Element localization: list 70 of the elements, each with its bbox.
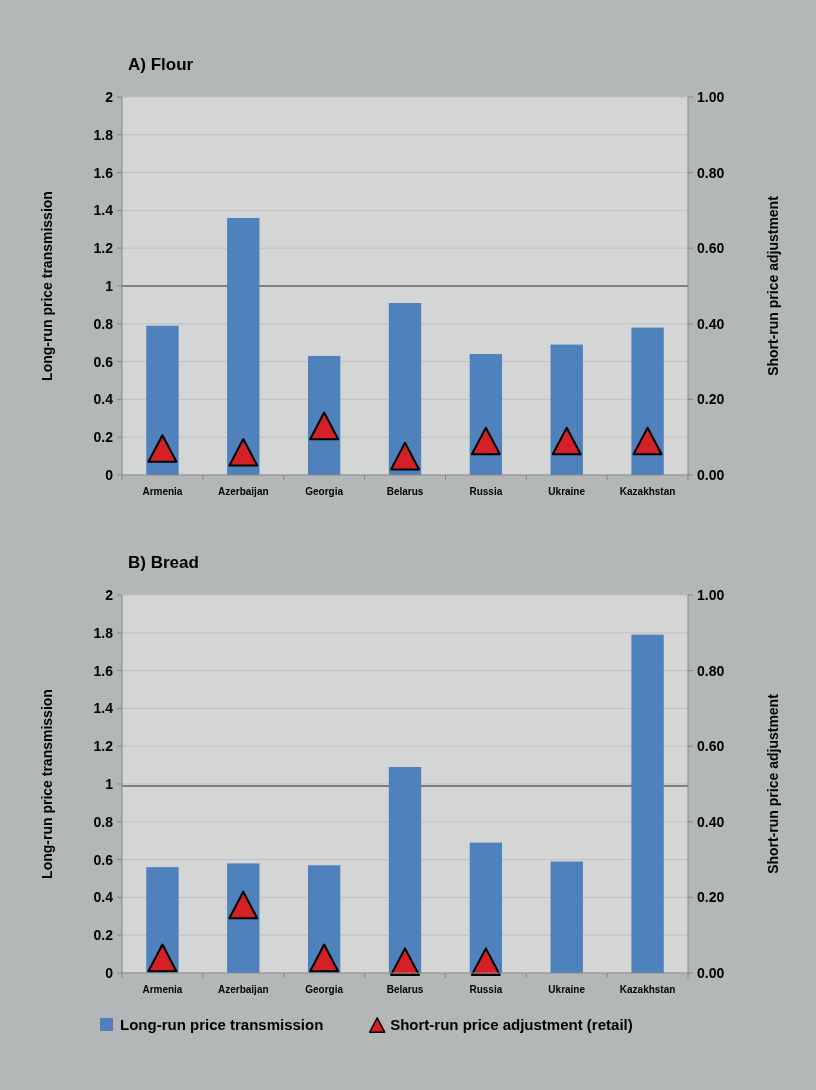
y-tick-label: 0	[105, 466, 114, 483]
y-tick-label: 1	[105, 277, 114, 294]
y-tick-label: 0.2	[93, 429, 114, 446]
y-tick-label: 1.8	[93, 126, 114, 143]
legend-label: Short-run price adjustment (retail)	[390, 1016, 633, 1034]
y-tick-label: 0.6	[93, 851, 114, 868]
x-tick-label: Armenia	[142, 486, 183, 497]
y2-tick-label: 0.40	[697, 315, 725, 332]
bar	[631, 634, 664, 973]
y-tick-label: 1.8	[93, 624, 114, 641]
chart-title: B) Bread	[128, 553, 199, 572]
chart-title: A) Flour	[128, 55, 194, 74]
y-tick-label: 0.4	[93, 391, 114, 408]
x-tick-label: Kazakhstan	[619, 486, 676, 497]
y-tick-label: 1.4	[93, 202, 114, 219]
y-tick-label: 0.8	[93, 315, 114, 332]
point	[390, 441, 420, 471]
y2-tick-label: 1.00	[697, 586, 725, 603]
x-tick-label: Russia	[469, 486, 503, 497]
y-tick-label: 1.2	[93, 738, 114, 755]
y-tick-label: 2	[105, 88, 114, 105]
bar	[227, 217, 260, 475]
y2-tick-label: 0.20	[697, 889, 725, 906]
x-tick-label: Georgia	[305, 984, 344, 995]
y2-tick-label: 0.20	[697, 391, 725, 408]
y-axis-title: Long-run price transmission	[39, 191, 55, 381]
point	[228, 438, 259, 467]
bar	[388, 303, 422, 475]
y-tick-label: 1.4	[93, 700, 114, 717]
y2-tick-label: 1.00	[697, 88, 725, 105]
y2-tick-label: 0.80	[697, 164, 725, 181]
point	[470, 426, 501, 456]
point	[147, 434, 178, 463]
x-tick-label: Ukraine	[548, 486, 586, 497]
y-axis-title: Long-run price transmission	[39, 689, 55, 879]
point	[632, 426, 663, 456]
y-tick-label: 0.4	[93, 889, 114, 906]
y-tick-label: 0	[105, 964, 114, 981]
y-tick-label: 0.2	[93, 927, 114, 944]
x-tick-label: Azerbaijan	[218, 984, 269, 995]
y-tick-label: 1.6	[93, 164, 114, 181]
y2-tick-label: 0.80	[697, 662, 725, 679]
y2-axis-title: Short-run price adjustment	[765, 693, 781, 874]
y-tick-label: 0.6	[93, 353, 114, 370]
y-tick-label: 0.8	[93, 813, 114, 830]
y-tick-label: 1.2	[93, 240, 114, 257]
y-tick-label: 1	[105, 775, 114, 792]
x-tick-label: Kazakhstan	[619, 984, 676, 995]
x-tick-label: Russia	[469, 984, 503, 995]
y2-tick-label: 0.40	[697, 813, 725, 830]
point	[147, 943, 178, 973]
y2-axis-title: Short-run price adjustment	[765, 195, 781, 376]
y2-tick-label: 0.00	[697, 466, 725, 483]
bar	[388, 766, 422, 973]
x-tick-label: Ukraine	[548, 984, 586, 995]
y2-tick-label: 0.60	[697, 738, 725, 755]
legend-label: Long-run price transmission	[120, 1016, 324, 1034]
point	[309, 943, 340, 973]
bar	[550, 861, 583, 973]
x-tick-label: Belarus	[386, 486, 424, 497]
bar	[469, 842, 503, 973]
y2-tick-label: 0.60	[697, 240, 725, 257]
y2-tick-label: 0.00	[697, 964, 725, 981]
x-tick-label: Georgia	[305, 486, 344, 497]
point	[551, 426, 582, 456]
x-tick-label: Azerbaijan	[218, 486, 269, 497]
y-tick-label: 2	[105, 586, 114, 603]
y-tick-label: 1.6	[93, 662, 114, 679]
x-tick-label: Armenia	[142, 984, 183, 995]
x-tick-label: Belarus	[386, 984, 424, 995]
